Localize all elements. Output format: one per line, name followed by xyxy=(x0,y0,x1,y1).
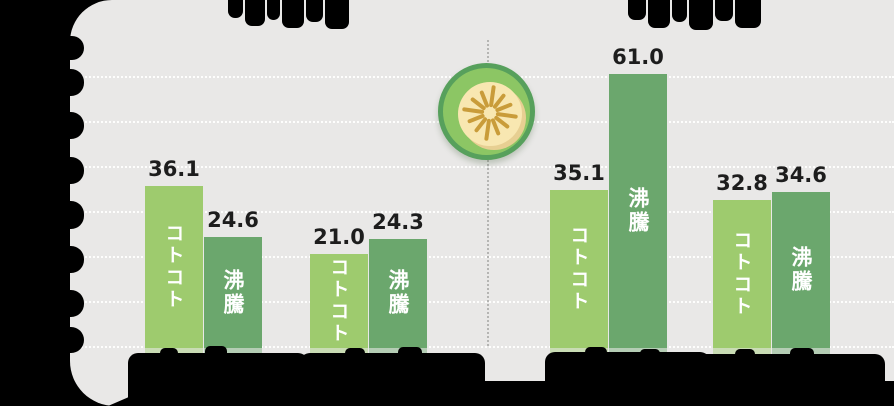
redacted-text-tip xyxy=(345,348,365,358)
redacted-y-tick xyxy=(16,112,84,139)
redacted-y-tick xyxy=(12,69,84,96)
bar-series-label: コトコト xyxy=(730,230,753,319)
bar-kotokoto-group1: 36.1 コトコト xyxy=(145,157,203,378)
bar-value-label: 21.0 xyxy=(313,224,365,249)
bar-series-label: コトコト xyxy=(327,256,350,345)
bar-value-label: 32.8 xyxy=(716,171,768,196)
bar-value-label: 24.3 xyxy=(372,209,424,234)
redacted-y-tick xyxy=(12,157,84,184)
redacted-text-tip xyxy=(640,349,660,358)
bar-series-label: 沸騰 xyxy=(386,269,410,318)
bar-futto-group2: 24.3 沸騰 xyxy=(369,210,427,378)
redacted-y-tick xyxy=(12,246,84,273)
bar-value-label: 24.6 xyxy=(207,208,259,233)
bar-series-label: コトコト xyxy=(567,225,590,314)
bar-series-label: コトコト xyxy=(162,222,185,311)
bar-futto-group3: 61.0 沸騰 xyxy=(609,45,667,377)
redacted-y-tick xyxy=(14,201,84,229)
gridline-0 xyxy=(70,346,894,348)
redacted-text-tip xyxy=(205,346,227,358)
redacted-y-tick xyxy=(24,327,84,353)
bar-kotokoto-group2: 21.0 コトコト xyxy=(310,225,368,377)
bar-futto-group4: 34.6 沸騰 xyxy=(772,163,830,377)
gridline-30 xyxy=(70,211,894,213)
bar-series-label: 沸騰 xyxy=(789,246,813,295)
redacted-left-title xyxy=(228,0,349,29)
citrus-slice-icon xyxy=(438,63,535,160)
redacted-text-tip xyxy=(585,347,607,358)
redacted-text-tip xyxy=(790,348,814,359)
redacted-text-tip xyxy=(398,347,422,358)
redacted-footnote xyxy=(108,381,894,406)
bar-series-label: 沸騰 xyxy=(221,268,245,317)
gridline-40 xyxy=(70,166,894,168)
redacted-y-tick xyxy=(18,36,84,60)
bar-value-label: 34.6 xyxy=(775,163,827,188)
bar-series-label: 沸騰 xyxy=(626,186,650,235)
gridline-10 xyxy=(70,301,894,303)
redacted-text-tip xyxy=(735,349,755,359)
citrus-segment-rays xyxy=(462,85,518,141)
bar-kotokoto-group4: 32.8 コトコト xyxy=(713,171,771,377)
gridline-20 xyxy=(70,256,894,258)
redacted-y-tick xyxy=(16,290,84,317)
bar-value-label: 35.1 xyxy=(553,161,605,186)
redacted-right-title xyxy=(628,0,761,30)
bar-kotokoto-group3: 35.1 コトコト xyxy=(550,161,608,377)
bar-futto-group1: 24.6 沸騰 xyxy=(204,208,262,377)
bar-value-label: 61.0 xyxy=(612,44,664,69)
half-divider-dotted-line xyxy=(487,40,489,346)
bar-value-label: 36.1 xyxy=(148,156,200,181)
redacted-text-tip xyxy=(160,348,178,358)
